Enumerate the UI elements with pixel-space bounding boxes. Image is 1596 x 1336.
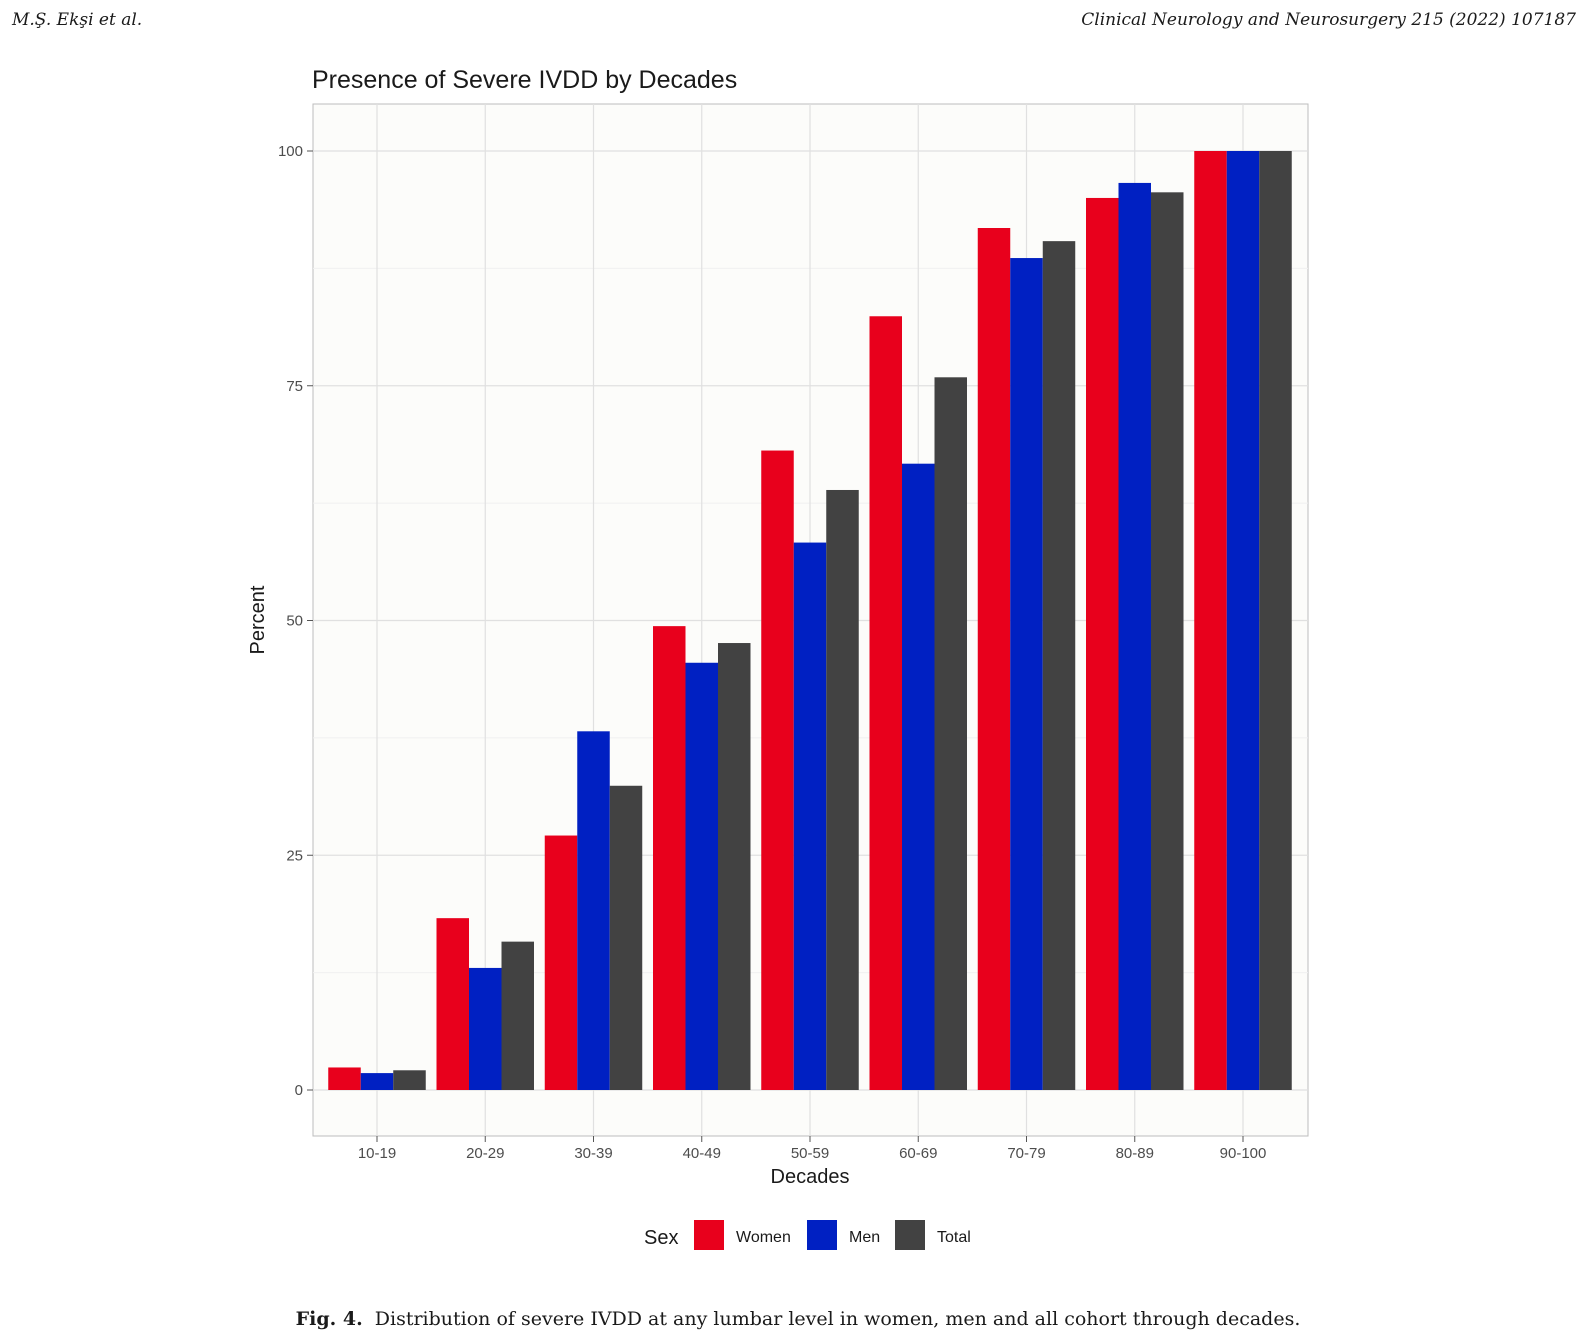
bar — [1151, 192, 1184, 1091]
bar — [501, 941, 534, 1090]
bar-chart: Presence of Severe IVDD by Decades 0 25 50… — [247, 66, 1309, 1250]
y-axis-ticks: 0 25 50 75 100 — [278, 143, 313, 1099]
x-tick-label: 70-79 — [1007, 1145, 1045, 1162]
bar — [685, 662, 718, 1090]
bar — [469, 967, 502, 1090]
x-axis-ticks: 10-19 20-29 30-39 40-49 50-59 60-69 70-79 80-89… — [358, 1136, 1267, 1162]
legend-swatch — [694, 1220, 724, 1250]
bar — [934, 377, 967, 1090]
x-tick-label: 80-89 — [1116, 1145, 1154, 1162]
bar — [1118, 182, 1151, 1090]
legend-swatch — [807, 1220, 837, 1250]
x-tick-label: 20-29 — [466, 1145, 504, 1162]
bar — [393, 1070, 426, 1090]
y-tick-label: 25 — [286, 847, 303, 864]
bar — [761, 450, 794, 1090]
x-tick-label: 40-49 — [683, 1145, 721, 1162]
legend-item-men: Men — [807, 1220, 880, 1250]
caption-text: Distribution of severe IVDD at any lumba… — [374, 1308, 1301, 1330]
bar — [328, 1067, 361, 1090]
y-axis-label: Percent — [247, 585, 269, 654]
legend-label: Women — [736, 1229, 791, 1246]
bar — [1226, 151, 1260, 1090]
x-tick-label: 30-39 — [574, 1145, 612, 1162]
bar — [609, 785, 643, 1090]
figure-caption: Fig. 4. Distribution of severe IVDD at a… — [0, 1308, 1596, 1330]
bar — [902, 463, 935, 1090]
bar — [544, 835, 578, 1090]
chart-title: Presence of Severe IVDD by Decades — [312, 66, 737, 94]
caption-label: Fig. 4. — [295, 1308, 363, 1330]
bar — [977, 227, 1011, 1091]
legend-title: Sex — [644, 1227, 678, 1249]
legend-label: Total — [937, 1229, 971, 1246]
bar — [436, 918, 469, 1090]
legend: Sex Women Men Total — [644, 1220, 971, 1250]
bar-series-men — [360, 151, 1260, 1090]
bar — [653, 626, 686, 1090]
x-tick-label: 50-59 — [791, 1145, 829, 1162]
legend-label: Men — [849, 1229, 880, 1246]
running-head-journal: Clinical Neurology and Neurosurgery 215 … — [1081, 10, 1576, 30]
y-tick-label: 75 — [286, 378, 303, 395]
bar — [1194, 151, 1227, 1090]
bar — [1010, 258, 1043, 1090]
bar-series-group — [328, 151, 1292, 1091]
bar-series-total — [393, 151, 1292, 1091]
bar — [577, 731, 610, 1090]
y-tick-label: 100 — [278, 143, 303, 160]
bar — [1086, 197, 1119, 1090]
legend-item-women: Women — [694, 1220, 791, 1250]
bar-series-women — [328, 151, 1227, 1091]
bar — [360, 1073, 394, 1090]
bar — [869, 316, 902, 1090]
bar — [1259, 151, 1292, 1090]
x-axis-label: Decades — [771, 1166, 850, 1188]
bar — [718, 643, 751, 1090]
legend-item-total: Total — [895, 1220, 971, 1250]
bar — [826, 489, 859, 1090]
bar — [1042, 241, 1076, 1091]
x-tick-label: 60-69 — [899, 1145, 937, 1162]
bar — [793, 542, 827, 1090]
x-tick-label: 10-19 — [358, 1145, 396, 1162]
legend-swatch — [895, 1220, 925, 1250]
y-tick-label: 50 — [286, 613, 303, 630]
legend-items: Women Men Total — [694, 1220, 971, 1250]
x-tick-label: 90-100 — [1220, 1145, 1267, 1162]
y-tick-label: 0 — [295, 1082, 303, 1099]
running-head-authors: M.Ş. Ekşi et al. — [12, 10, 143, 30]
